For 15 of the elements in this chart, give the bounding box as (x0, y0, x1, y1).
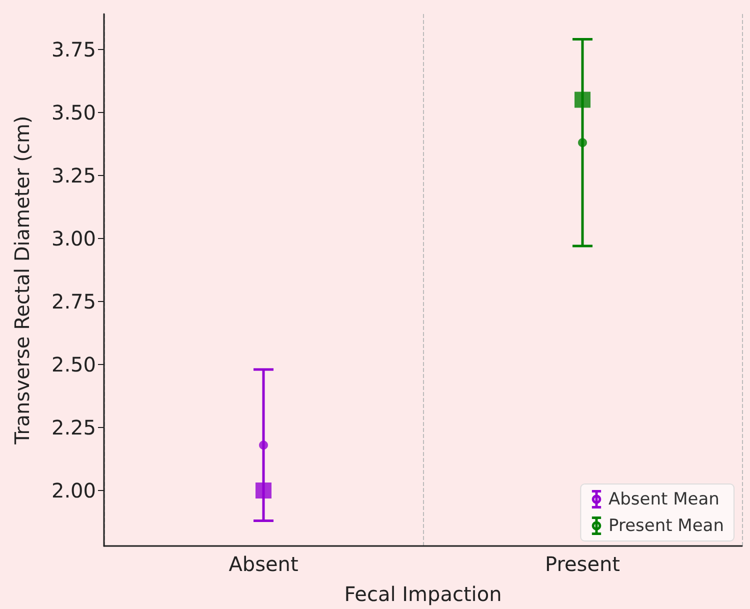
y-tick-label: 2.75 (51, 289, 96, 314)
y-tick-label: 2.25 (51, 416, 96, 440)
point (259, 440, 268, 450)
x-tick-label: Absent (228, 552, 298, 576)
x-tick-label: Present (544, 552, 620, 576)
y-tick-label: 2.50 (51, 352, 96, 376)
y-tick-label: 3.75 (51, 37, 96, 62)
x-axis-title: Fecal Impaction (344, 582, 502, 606)
y-tick-label: 3.25 (51, 163, 96, 188)
y-tick-label: 2.00 (51, 478, 96, 503)
legend-label: Absent Mean (608, 489, 720, 510)
legend-label: Present Mean (608, 516, 724, 536)
y-axis-title: Transverse Rectal Diameter (cm) (10, 116, 34, 446)
y-tick-label: 3.00 (51, 226, 96, 250)
y-tick-label: 3.50 (51, 100, 96, 124)
